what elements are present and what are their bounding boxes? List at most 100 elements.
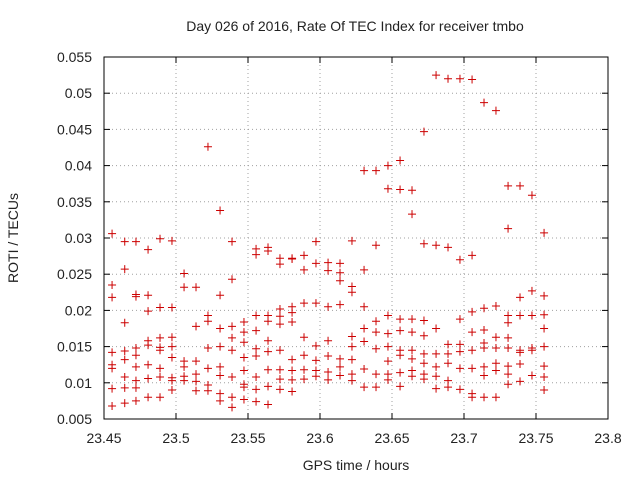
x-tick-label: 23.65 <box>374 430 409 446</box>
data-point <box>167 236 176 245</box>
data-point <box>228 373 237 382</box>
data-point <box>216 206 225 215</box>
data-point <box>288 375 297 384</box>
data-point <box>455 385 464 394</box>
y-tick-label: 0.025 <box>57 266 92 282</box>
data-point <box>192 357 201 366</box>
data-point <box>120 265 129 274</box>
data-point <box>120 237 129 246</box>
data-point <box>144 291 153 300</box>
data-point <box>491 333 500 342</box>
data-point <box>372 344 381 353</box>
data-point <box>203 317 212 326</box>
data-point <box>419 375 428 384</box>
data-point <box>300 265 309 274</box>
data-point <box>324 266 333 275</box>
y-tick-label: 0.005 <box>57 411 92 427</box>
data-point <box>527 346 536 355</box>
data-point <box>239 317 248 326</box>
data-point <box>383 184 392 193</box>
data-point <box>252 373 261 382</box>
data-point <box>432 71 441 80</box>
data-point <box>264 336 273 345</box>
data-point <box>275 375 284 384</box>
data-point <box>432 372 441 381</box>
data-point <box>120 383 129 392</box>
data-point <box>252 344 261 353</box>
data-point <box>491 106 500 115</box>
data-point <box>480 393 489 402</box>
data-point <box>228 346 237 355</box>
data-point <box>540 373 549 382</box>
data-point <box>336 371 345 380</box>
data-point <box>264 317 273 326</box>
data-point <box>300 351 309 360</box>
data-point <box>156 364 165 373</box>
x-axis-label: GPS time / hours <box>303 457 410 473</box>
data-point <box>408 315 417 324</box>
data-point <box>419 331 428 340</box>
data-point <box>336 362 345 371</box>
data-point <box>516 359 525 368</box>
data-point <box>167 353 176 362</box>
data-point <box>527 286 536 295</box>
data-point <box>468 393 477 402</box>
data-point <box>347 332 356 341</box>
data-point <box>288 308 297 317</box>
data-point <box>108 229 117 238</box>
data-point <box>408 210 417 219</box>
data-point <box>239 353 248 362</box>
data-point <box>444 383 453 392</box>
data-point <box>444 74 453 83</box>
data-point <box>228 322 237 331</box>
data-point <box>167 303 176 312</box>
data-point <box>192 370 201 379</box>
data-point <box>275 304 284 313</box>
data-point <box>480 325 489 334</box>
data-point <box>408 354 417 363</box>
data-point <box>108 293 117 302</box>
data-point <box>311 259 320 268</box>
data-point <box>468 307 477 316</box>
data-point <box>504 380 513 389</box>
data-point <box>180 376 189 385</box>
data-point <box>131 292 140 301</box>
data-point <box>419 239 428 248</box>
data-point <box>144 393 153 402</box>
data-point <box>444 243 453 252</box>
x-tick-label: 23.5 <box>162 430 189 446</box>
y-tick-label: 0.01 <box>65 375 92 391</box>
y-tick-label: 0.03 <box>65 230 92 246</box>
data-point <box>192 322 201 331</box>
data-point <box>252 311 261 320</box>
data-point <box>396 382 405 391</box>
data-point <box>311 341 320 350</box>
x-tick-label: 23.75 <box>518 430 553 446</box>
data-point <box>347 236 356 245</box>
data-point <box>216 371 225 380</box>
data-point <box>504 181 513 190</box>
data-point <box>252 352 261 361</box>
data-point <box>408 328 417 337</box>
x-tick-label: 23.45 <box>86 430 121 446</box>
data-point <box>239 383 248 392</box>
data-point <box>504 318 513 327</box>
data-point <box>372 241 381 250</box>
data-point <box>131 237 140 246</box>
data-point <box>288 317 297 326</box>
data-point <box>504 224 513 233</box>
data-point <box>372 370 381 379</box>
data-point <box>156 373 165 382</box>
data-point <box>455 364 464 373</box>
y-tick-label: 0.05 <box>65 85 92 101</box>
y-tick-label: 0.04 <box>65 158 92 174</box>
data-point <box>360 324 369 333</box>
data-point <box>468 364 477 373</box>
data-point <box>275 312 284 321</box>
data-point <box>444 340 453 349</box>
data-point <box>419 127 428 136</box>
data-point <box>396 315 405 324</box>
data-point <box>480 371 489 380</box>
data-point <box>444 349 453 358</box>
